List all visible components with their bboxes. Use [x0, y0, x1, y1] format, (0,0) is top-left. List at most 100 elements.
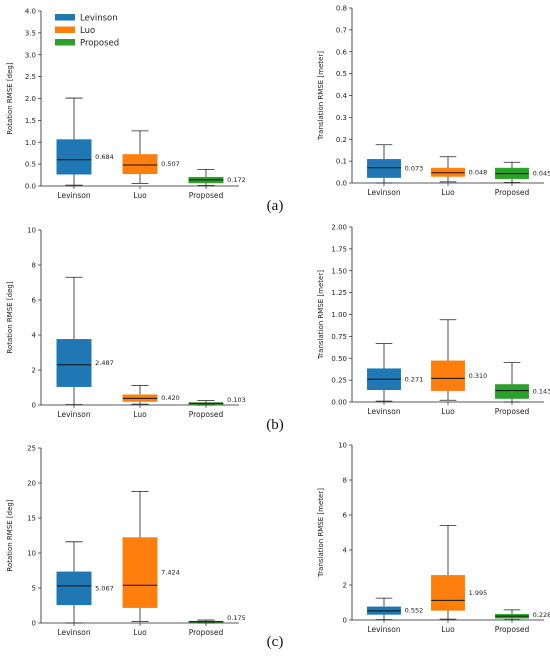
- y-tick-label-b-right: 0.75: [331, 333, 347, 341]
- box-luo-b-right: [431, 360, 465, 391]
- value-label-luo-a-right: 0.048: [469, 168, 488, 176]
- y-tick-label-a-left: 4.0: [25, 8, 36, 16]
- x-tick-label-b-left: Luo: [133, 410, 147, 419]
- value-label-luo-b-right: 0.310: [469, 372, 488, 380]
- y-tick-label-b-right: 1.00: [331, 311, 347, 319]
- y-tick-label-b-right: 0.50: [331, 355, 347, 363]
- y-tick-label-c-right: 10: [338, 442, 347, 450]
- value-label-luo-b-left: 0.420: [161, 394, 180, 402]
- box-levinson-a-right: [367, 159, 401, 178]
- x-tick-label-b-right: Levinson: [367, 407, 400, 416]
- value-label-levinson-b-right: 0.271: [405, 375, 424, 383]
- y-tick-label-b-left: 4: [32, 332, 37, 340]
- y-tick-label-c-left: 5: [32, 585, 36, 593]
- legend-label-levinson: Levinson: [80, 14, 118, 24]
- x-tick-label-a-right: Proposed: [495, 188, 530, 197]
- y-tick-label-a-left: 0.0: [25, 183, 36, 191]
- y-tick-label-a-right: 0.7: [336, 26, 347, 34]
- y-axis-title-c-left: Rotation RMSE [deg]: [6, 499, 14, 571]
- legend-swatch-levinson: [55, 14, 75, 21]
- y-axis-title-a-right: Translation RMSE [meter]: [317, 51, 325, 141]
- y-axis-title-a-left: Rotation RMSE [deg]: [6, 62, 14, 134]
- y-tick-label-a-right: 0.1: [336, 158, 347, 166]
- box-luo-c-left: [122, 537, 158, 608]
- y-tick-label-a-right: 0.6: [336, 48, 348, 56]
- value-label-levinson-c-right: 0.552: [405, 607, 424, 615]
- y-tick-label-a-right: 0.3: [336, 114, 347, 122]
- y-tick-label-a-right: 0.0: [336, 180, 347, 188]
- x-tick-label-a-right: Luo: [441, 188, 455, 197]
- y-tick-label-b-right: 1.25: [331, 289, 347, 297]
- value-label-proposed-c-left: 0.175: [227, 614, 246, 622]
- y-tick-label-b-left: 6: [32, 297, 37, 305]
- value-label-proposed-a-right: 0.045: [533, 169, 550, 177]
- legend-swatch-proposed: [55, 39, 75, 46]
- y-tick-label-a-left: 3.0: [25, 51, 36, 59]
- y-tick-label-b-right: 0.00: [331, 399, 347, 407]
- y-axis-title-c-right: Translation RMSE [meter]: [317, 488, 325, 578]
- y-tick-label-b-right: 0.25: [331, 377, 347, 385]
- y-tick-label-b-left: 2: [32, 367, 36, 375]
- x-tick-label-b-right: Luo: [441, 407, 455, 416]
- x-tick-label-c-right: Levinson: [367, 625, 400, 634]
- x-tick-label-c-right: Proposed: [495, 625, 530, 634]
- x-tick-label-a-left: Proposed: [189, 191, 224, 200]
- value-label-proposed-c-right: 0.228: [533, 611, 550, 619]
- value-label-levinson-a-left: 0.684: [95, 153, 114, 161]
- y-tick-label-b-right: 1.50: [331, 267, 347, 275]
- y-tick-label-b-left: 8: [32, 262, 36, 270]
- x-tick-label-c-left: Proposed: [189, 628, 224, 637]
- box-levinson-b-left: [56, 339, 92, 387]
- value-label-luo-c-right: 1.995: [469, 589, 488, 597]
- x-tick-label-c-right: Luo: [441, 625, 455, 634]
- y-axis-title-b-right: Translation RMSE [meter]: [317, 270, 325, 360]
- y-tick-label-c-left: 15: [27, 515, 36, 523]
- y-tick-label-c-right: 6: [343, 512, 348, 520]
- x-tick-label-c-left: Luo: [133, 628, 147, 637]
- y-tick-label-c-left: 20: [27, 480, 36, 488]
- x-tick-label-a-left: Levinson: [57, 191, 90, 200]
- legend-label-proposed: Proposed: [80, 39, 119, 49]
- y-tick-label-a-right: 0.4: [336, 92, 348, 100]
- value-label-proposed-b-right: 0.143: [533, 388, 550, 396]
- y-tick-label-a-right: 0.2: [336, 136, 347, 144]
- value-label-proposed-a-left: 0.172: [227, 176, 246, 184]
- y-tick-label-c-right: 2: [343, 582, 347, 590]
- x-tick-label-a-left: Luo: [133, 191, 147, 200]
- panel-label-b: (b): [266, 417, 284, 433]
- y-tick-label-b-left: 10: [27, 227, 36, 235]
- value-label-luo-a-left: 0.507: [161, 160, 180, 168]
- box-levinson-c-left: [56, 571, 92, 606]
- legend-swatch-luo: [55, 26, 75, 33]
- value-label-levinson-b-left: 2.487: [95, 359, 114, 367]
- y-tick-label-b-right: 2.00: [331, 224, 347, 232]
- value-label-levinson-a-right: 0.073: [405, 164, 424, 172]
- y-tick-label-a-left: 3.5: [25, 29, 36, 37]
- y-tick-label-c-right: 4: [343, 547, 348, 555]
- value-label-levinson-c-left: 5.067: [95, 584, 114, 592]
- y-tick-label-b-left: 0: [32, 402, 36, 410]
- y-tick-label-c-left: 10: [27, 550, 36, 558]
- y-tick-label-a-left: 1.5: [25, 117, 36, 125]
- y-tick-label-a-right: 0.5: [336, 70, 347, 78]
- box-levinson-a-left: [56, 139, 92, 175]
- y-tick-label-a-right: 0.8: [336, 5, 347, 13]
- box-luo-a-left: [122, 154, 158, 175]
- y-axis-title-b-left: Rotation RMSE [deg]: [6, 281, 14, 353]
- box-luo-c-right: [431, 575, 465, 611]
- y-tick-label-c-right: 0: [343, 617, 347, 625]
- panel-label-c: (c): [266, 634, 284, 650]
- value-label-proposed-b-left: 0.103: [227, 396, 246, 404]
- y-tick-label-a-left: 1.0: [25, 139, 36, 147]
- y-tick-label-b-right: 1.75: [331, 245, 347, 253]
- x-tick-label-b-left: Levinson: [57, 410, 90, 419]
- legend-label-luo: Luo: [80, 26, 95, 36]
- y-tick-label-a-left: 2.5: [25, 73, 36, 81]
- panel-label-a: (a): [266, 198, 284, 214]
- x-tick-label-b-left: Proposed: [189, 410, 224, 419]
- y-tick-label-c-left: 25: [27, 445, 36, 453]
- value-label-luo-c-left: 7.424: [161, 569, 180, 577]
- y-tick-label-a-left: 2.0: [25, 95, 36, 103]
- y-tick-label-c-left: 0: [32, 620, 36, 628]
